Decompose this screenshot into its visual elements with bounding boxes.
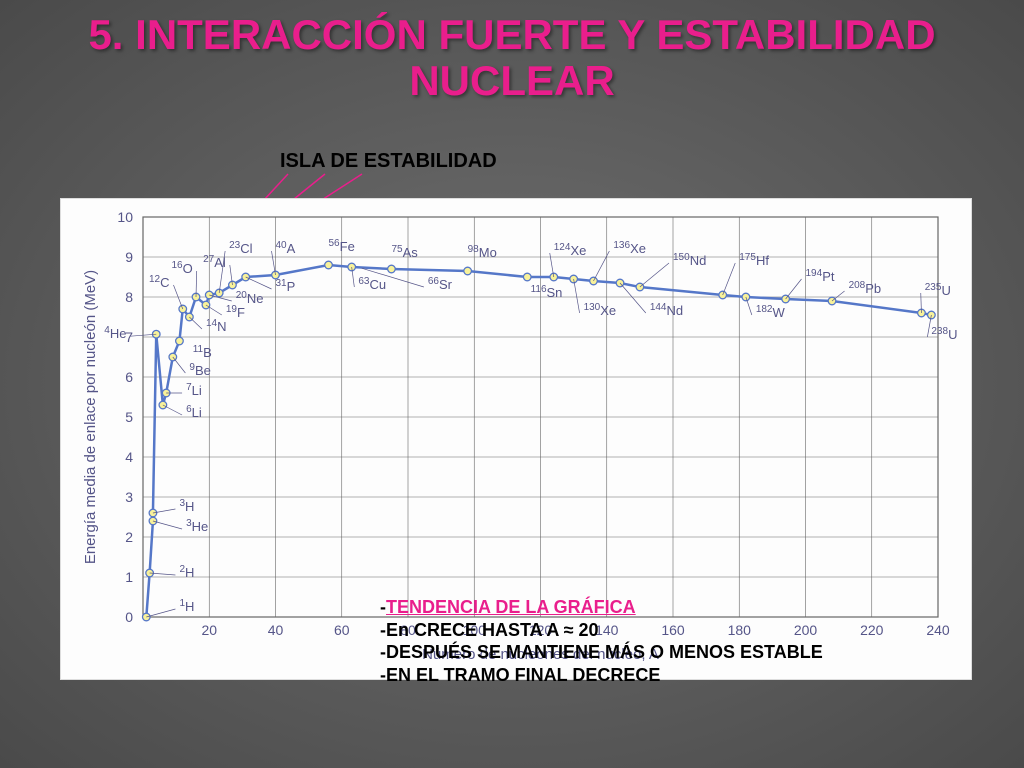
svg-text:75As: 75As (391, 244, 418, 260)
svg-text:150Nd: 150Nd (673, 252, 706, 268)
svg-text:116Sn: 116Sn (531, 284, 563, 300)
svg-text:208Pb: 208Pb (849, 280, 882, 296)
svg-text:23Cl: 23Cl (229, 240, 253, 256)
svg-text:4He: 4He (104, 325, 126, 341)
svg-text:194Pt: 194Pt (806, 268, 835, 284)
svg-text:6Li: 6Li (186, 404, 202, 420)
svg-text:3He: 3He (186, 518, 208, 534)
svg-text:31P: 31P (276, 278, 296, 294)
svg-text:11B: 11B (193, 344, 212, 360)
trend-annotation: -TENDENCIA DE LA GRÁFICA-En CRECE HASTA … (380, 596, 823, 686)
svg-text:60: 60 (334, 622, 350, 638)
svg-text:9Be: 9Be (189, 362, 210, 378)
svg-text:238U: 238U (931, 326, 957, 342)
svg-text:175Hf: 175Hf (739, 252, 769, 268)
svg-text:182W: 182W (756, 304, 786, 320)
svg-text:12C: 12C (149, 274, 170, 290)
svg-text:98Mo: 98Mo (468, 244, 497, 260)
svg-text:1: 1 (125, 569, 133, 585)
svg-text:0: 0 (125, 609, 133, 625)
svg-text:6: 6 (125, 369, 133, 385)
svg-text:144Nd: 144Nd (650, 302, 683, 318)
svg-text:4: 4 (125, 449, 133, 465)
svg-text:10: 10 (117, 209, 133, 225)
svg-text:2: 2 (125, 529, 133, 545)
stability-island-label: ISLA DE ESTABILIDAD (280, 150, 497, 173)
svg-text:66Sr: 66Sr (428, 276, 453, 292)
svg-text:220: 220 (860, 622, 884, 638)
svg-text:40: 40 (268, 622, 284, 638)
svg-text:56Fe: 56Fe (329, 238, 355, 254)
svg-text:16O: 16O (171, 260, 192, 276)
svg-text:1H: 1H (179, 598, 194, 614)
svg-text:19F: 19F (226, 304, 245, 320)
slide-title: 5. INTERACCIÓN FUERTE Y ESTABILIDAD NUCL… (0, 0, 1024, 104)
svg-text:8: 8 (125, 289, 133, 305)
svg-text:5: 5 (125, 409, 133, 425)
svg-text:3: 3 (125, 489, 133, 505)
svg-text:124Xe: 124Xe (554, 242, 587, 258)
svg-text:20Ne: 20Ne (236, 290, 264, 306)
svg-text:2H: 2H (179, 564, 194, 580)
svg-text:20: 20 (201, 622, 217, 638)
svg-text:7Li: 7Li (186, 382, 202, 398)
svg-text:240: 240 (926, 622, 950, 638)
svg-text:Energía media de enlace por nu: Energía media de enlace por nucleón (MeV… (82, 270, 99, 564)
svg-text:3H: 3H (179, 498, 194, 514)
svg-text:63Cu: 63Cu (358, 276, 386, 292)
svg-text:40A: 40A (276, 240, 296, 256)
svg-text:9: 9 (125, 249, 133, 265)
svg-text:130Xe: 130Xe (584, 302, 617, 318)
svg-text:136Xe: 136Xe (613, 240, 646, 256)
svg-text:27Al: 27Al (203, 254, 226, 270)
